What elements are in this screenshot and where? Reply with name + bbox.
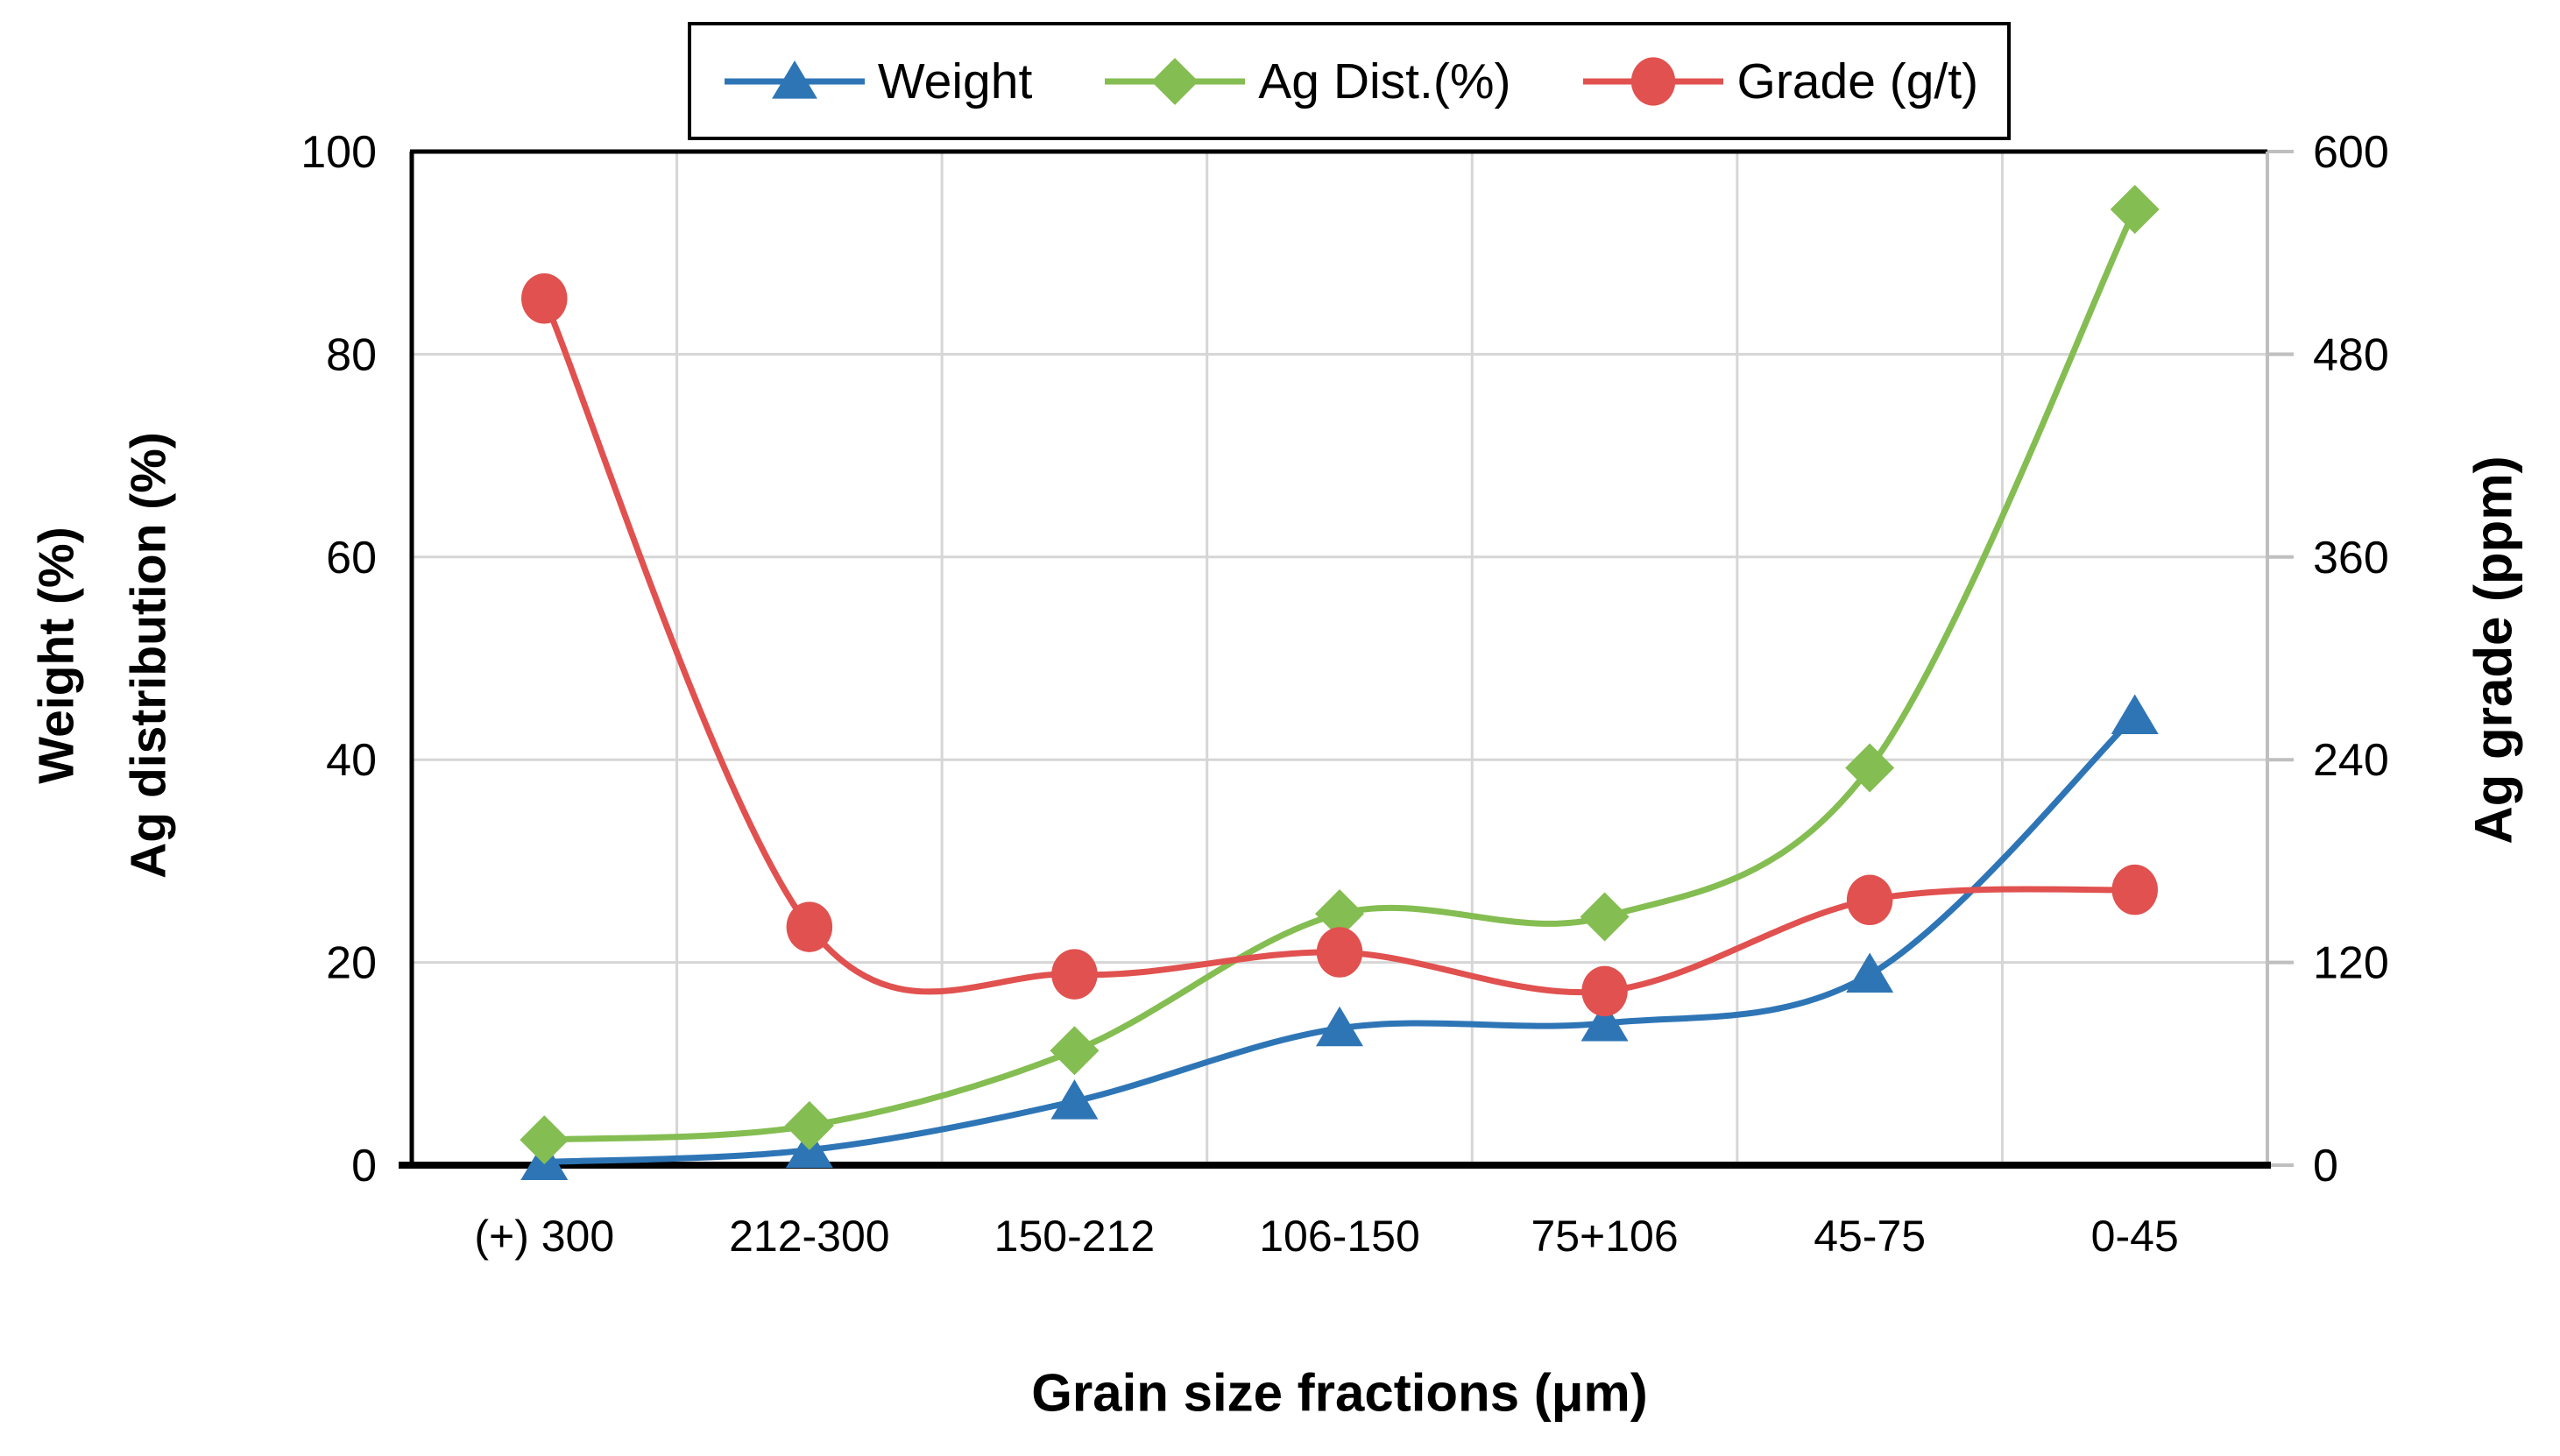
x-tick-label: 150-212 bbox=[994, 1212, 1156, 1261]
plot-borders bbox=[399, 149, 2294, 1169]
diamond-marker bbox=[784, 1100, 834, 1150]
triangle-marker bbox=[771, 60, 817, 99]
triangle-marker bbox=[1846, 952, 1894, 993]
triangle-marker bbox=[1581, 1001, 1629, 1042]
triangle-marker bbox=[1050, 1079, 1099, 1120]
circle-marker bbox=[521, 273, 568, 324]
y-left-tick-label: 40 bbox=[326, 735, 377, 786]
legend-item-weight: Weight bbox=[720, 53, 1032, 110]
circle-marker bbox=[786, 901, 833, 952]
y-right-tick-label: 120 bbox=[2313, 938, 2389, 989]
x-tick-label: 106-150 bbox=[1259, 1212, 1420, 1261]
circle-marker bbox=[1051, 949, 1098, 1000]
circle-marker bbox=[1846, 874, 1893, 926]
x-tick-label: 212-300 bbox=[729, 1212, 890, 1261]
series-grade-g-t-line bbox=[541, 295, 2139, 996]
legend-item-grade-g-t: Grade (g/t) bbox=[1579, 53, 1978, 110]
y-left-tick-label: 20 bbox=[326, 938, 377, 989]
legend-label: Grade (g/t) bbox=[1736, 53, 1979, 110]
right-axis-title: Ag grade (ppm) bbox=[2464, 456, 2523, 845]
y-right-tick-label: 600 bbox=[2313, 127, 2389, 178]
triangle-marker bbox=[2111, 694, 2159, 734]
diamond-marker bbox=[1315, 889, 1364, 939]
left-axis-title: Weight (%) Ag distribution (%) bbox=[11, 432, 196, 879]
legend: Weight Ag Dist.(%) Grade (g/t) bbox=[688, 22, 2011, 140]
y-left-tick-label: 100 bbox=[301, 127, 377, 178]
diamond-marker bbox=[1845, 743, 1895, 793]
x-tick-label: 75+106 bbox=[1531, 1212, 1678, 1261]
y-right-tick-label: 240 bbox=[2313, 735, 2389, 786]
x-tick-label: (+) 300 bbox=[474, 1212, 614, 1261]
circle-marker bbox=[1631, 56, 1676, 106]
triangle-legend-icon bbox=[724, 60, 865, 99]
y-right-tick-label: 480 bbox=[2313, 329, 2389, 380]
y-left-tick-label: 60 bbox=[326, 533, 377, 583]
circle-marker bbox=[2111, 864, 2158, 915]
circle-marker bbox=[1581, 965, 1628, 1017]
y-right-tick-label: 0 bbox=[2313, 1141, 2338, 1191]
legend-label: Ag Dist.(%) bbox=[1258, 53, 1511, 110]
diamond-marker bbox=[1151, 57, 1199, 105]
diamond-marker bbox=[2110, 184, 2160, 234]
y-right-tick-label: 360 bbox=[2313, 533, 2389, 583]
axis-tick-labels: 0 20 40 60 80 100 0 120 240 360 480 600 (+) 300 212-3… bbox=[301, 127, 2389, 1261]
diamond-marker bbox=[1050, 1026, 1100, 1076]
legend-item-ag-dist: Ag Dist.(%) bbox=[1100, 53, 1510, 110]
y-left-tick-label: 80 bbox=[326, 329, 377, 380]
legend-label: Weight bbox=[877, 53, 1033, 110]
y-left-tick-label: 0 bbox=[351, 1141, 377, 1191]
circle-legend-icon bbox=[1583, 56, 1724, 106]
x-tick-label: 45-75 bbox=[1814, 1212, 1926, 1261]
left-axis-title-line2: Ag distribution (%) bbox=[121, 432, 177, 879]
triangle-marker bbox=[1316, 1006, 1363, 1047]
x-axis-title: Grain size fractions (μm) bbox=[1031, 1363, 1648, 1423]
diamond-legend-icon bbox=[1105, 57, 1246, 105]
series-ag-dist-line bbox=[541, 206, 2139, 1143]
x-tick-label: 0-45 bbox=[2091, 1212, 2179, 1261]
diamond-marker bbox=[520, 1115, 569, 1165]
diamond-marker bbox=[1580, 892, 1630, 942]
circle-marker bbox=[1316, 927, 1363, 978]
series-grade-g-t bbox=[521, 273, 2158, 1017]
series-ag-dist bbox=[520, 184, 2160, 1165]
left-axis-title-line1: Weight (%) bbox=[28, 527, 85, 784]
